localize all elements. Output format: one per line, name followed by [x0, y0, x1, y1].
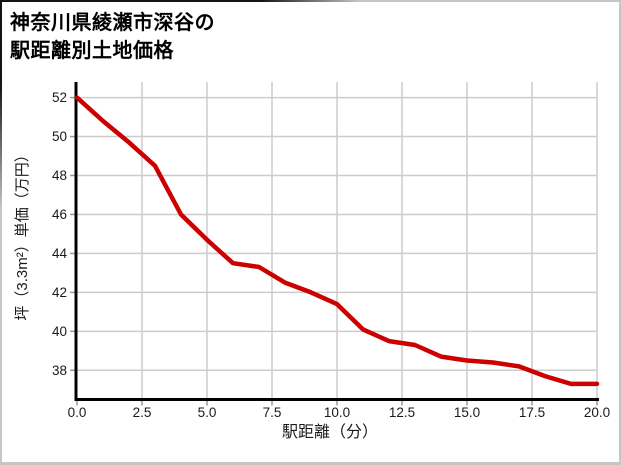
- x-tick-label: 20.0: [584, 405, 610, 420]
- x-axis-label: 駅距離（分）: [282, 423, 378, 441]
- window-border-left: [0, 0, 2, 465]
- x-tick-label: 0.0: [68, 405, 87, 420]
- y-tick-label: 50: [52, 129, 67, 144]
- x-tick-label: 7.5: [263, 405, 282, 420]
- y-tick-label: 38: [52, 363, 67, 378]
- y-tick-label: 42: [52, 285, 67, 300]
- window-border-bottom: [0, 462, 621, 465]
- y-tick-label: 44: [52, 246, 68, 261]
- y-tick-label: 40: [52, 324, 67, 339]
- y-axis-label: 坪（3.3m²）単価（万円）: [14, 147, 31, 320]
- window-border-top: [0, 0, 621, 2]
- x-tick-label: 15.0: [454, 405, 480, 420]
- x-tick-label: 10.0: [324, 405, 350, 420]
- chart-title: 神奈川県綾瀬市深谷の 駅距離別土地価格: [10, 9, 215, 65]
- y-tick-label: 52: [52, 90, 67, 105]
- chart-title-line2: 駅距離別土地価格: [10, 40, 174, 62]
- window-border-right: [619, 0, 621, 465]
- y-tick-label: 46: [52, 207, 67, 222]
- x-tick-label: 2.5: [133, 405, 152, 420]
- x-tick-label: 5.0: [198, 405, 217, 420]
- price-line: [74, 95, 600, 387]
- y-tick-label: 48: [52, 168, 67, 183]
- x-tick-label: 17.5: [519, 405, 545, 420]
- chart-title-line1: 神奈川県綾瀬市深谷の: [10, 12, 215, 34]
- x-tick-label: 12.5: [389, 405, 415, 420]
